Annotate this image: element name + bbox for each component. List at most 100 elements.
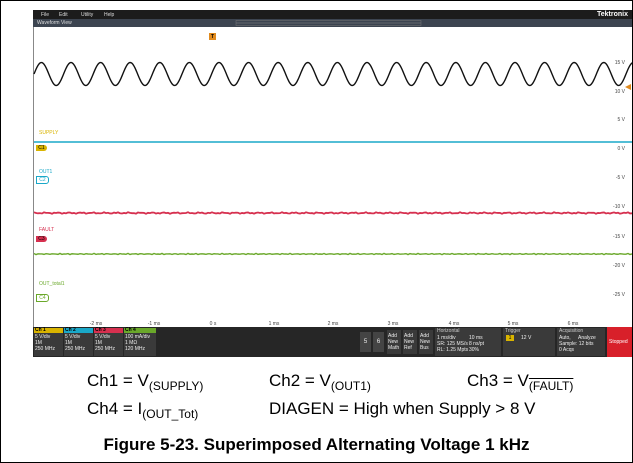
channel-setting: 1M	[65, 340, 72, 346]
trigger-source: 1	[506, 335, 514, 341]
add-button-box	[419, 330, 433, 354]
y-axis-label: -20 V	[613, 263, 625, 269]
caption-subscript: (SUPPLY)	[148, 379, 204, 393]
caption-text: Ch3 = V	[467, 371, 529, 390]
caption-subscript: (FAULT)	[528, 379, 574, 393]
trigger-level: 12 V	[521, 335, 532, 341]
figure-caption: Figure 5-23. Superimposed Alternating Vo…	[103, 435, 530, 454]
x-axis-label: 5 ms	[507, 321, 519, 327]
y-axis-label: -10 V	[613, 204, 625, 210]
add-button-text: New	[420, 339, 431, 345]
caption-text: Ch4 = I	[87, 399, 143, 418]
add-button-text: Add	[388, 333, 397, 339]
caption-item: Ch4 = I(OUT_Tot)	[87, 399, 198, 421]
trigger-level-marker	[625, 84, 631, 90]
channel-setting: 1M	[95, 340, 102, 346]
ch3-trace	[33, 211, 632, 215]
channel-setting: 250 MHz	[35, 346, 56, 352]
channel-name: Ch 3	[95, 327, 106, 333]
x-axis-label: 4 ms	[448, 321, 460, 327]
trace-label: SUPPLY	[39, 130, 59, 136]
stopped-indicator	[607, 327, 632, 357]
zoom-box	[235, 20, 422, 26]
horizontal-setting: 1 ms/div	[437, 335, 456, 341]
acquisition-setting: Analyze	[578, 335, 596, 341]
add-button-text: Add	[404, 333, 413, 339]
horizontal-setting: SR: 125 MS/s	[437, 341, 468, 347]
channel-setting: 250 MHz	[65, 346, 86, 352]
channel-marker: C2	[36, 176, 49, 184]
panel-title: Horizontal	[437, 328, 460, 334]
channel-box	[34, 328, 63, 356]
ch4-trace	[33, 252, 632, 256]
horizontal-setting: 10 ms	[469, 335, 483, 341]
caption-subscript: (OUT_Tot)	[142, 407, 199, 421]
channel-setting: 120 MHz	[125, 346, 146, 352]
channel-setting: 100 mA/div	[125, 334, 151, 340]
add-button-box	[403, 330, 417, 354]
brand: Tektronix	[597, 11, 628, 18]
add-button-text: Math	[388, 345, 400, 351]
x-axis-label: 6 ms	[567, 321, 579, 327]
panel-title: Acquisition	[559, 328, 584, 334]
x-axis-label: 3 ms	[387, 321, 399, 327]
x-axis-label: 0 s	[209, 321, 217, 327]
channel-box	[124, 328, 156, 356]
channel-name: Ch 1	[35, 327, 46, 333]
y-axis-label: 10 V	[614, 89, 625, 95]
channel-button: 6	[373, 332, 384, 352]
caption-item: Ch1 = V(SUPPLY)	[87, 371, 203, 393]
channel-setting: 1M	[35, 340, 42, 346]
caption-item: Ch3 = V(FAULT)	[467, 371, 573, 393]
trigger-marker-box	[209, 33, 216, 40]
acquisition-setting: Sample: 12 bits	[559, 341, 594, 347]
view-title: Waveform View	[37, 20, 72, 26]
trace-label: FAULT	[39, 227, 55, 233]
channel-marker: C3	[36, 236, 47, 242]
horizontal-setting: 30%	[469, 347, 480, 353]
acquisition-setting: 0 Acqs	[559, 347, 575, 353]
trigger-marker: T	[211, 34, 215, 40]
add-button-text: New	[404, 339, 415, 345]
caption-text: Ch1 = V	[87, 371, 149, 390]
add-button-text: Bus	[420, 345, 429, 351]
channel-setting: 1 MΩ	[125, 340, 138, 346]
panel-box	[503, 328, 555, 356]
channel-box	[64, 328, 93, 356]
x-axis-label: -2 ms	[89, 321, 103, 327]
y-axis-label: -5 V	[615, 175, 625, 181]
add-button-box	[387, 330, 401, 354]
status: Stopped	[609, 339, 628, 345]
menu-item: File	[41, 12, 50, 18]
trace-label: OUT_total1	[39, 281, 65, 287]
channel-marker: C4	[36, 294, 49, 302]
add-button-text: New	[388, 339, 399, 345]
plot-area	[33, 27, 632, 327]
x-axis-label: -1 ms	[147, 321, 161, 327]
channel-button: 5	[360, 332, 371, 352]
y-axis-label: 15 V	[614, 60, 625, 66]
acquisition-setting: Auto,	[559, 335, 571, 341]
horizontal-setting: RL: 1.25 Mpts	[437, 347, 469, 353]
y-axis-label: -25 V	[613, 292, 625, 298]
y-axis-label: -15 V	[613, 234, 625, 240]
caption-subscript: (OUT1)	[330, 379, 371, 393]
channel-setting: 5 V/div	[95, 334, 111, 340]
panel-box	[557, 328, 605, 356]
channel-setting: 250 MHz	[95, 346, 116, 352]
add-button-text: Ref	[404, 345, 412, 351]
channel-name: Ch 4	[125, 327, 136, 333]
caption-text: Ch2 = V	[269, 371, 331, 390]
caption-item: DIAGEN = High when Supply > 8 V	[269, 399, 535, 419]
panel-title: Trigger	[505, 328, 521, 334]
menu-item: Edit	[59, 12, 68, 18]
menu-item: Help	[104, 12, 115, 18]
x-axis-label: 2 ms	[327, 321, 339, 327]
channel-marker: C1	[36, 145, 47, 151]
y-axis-label: 0 V	[617, 146, 625, 152]
ch1-trace	[33, 61, 632, 87]
y-axis-label: 5 V	[617, 117, 625, 123]
channel-box	[94, 328, 123, 356]
